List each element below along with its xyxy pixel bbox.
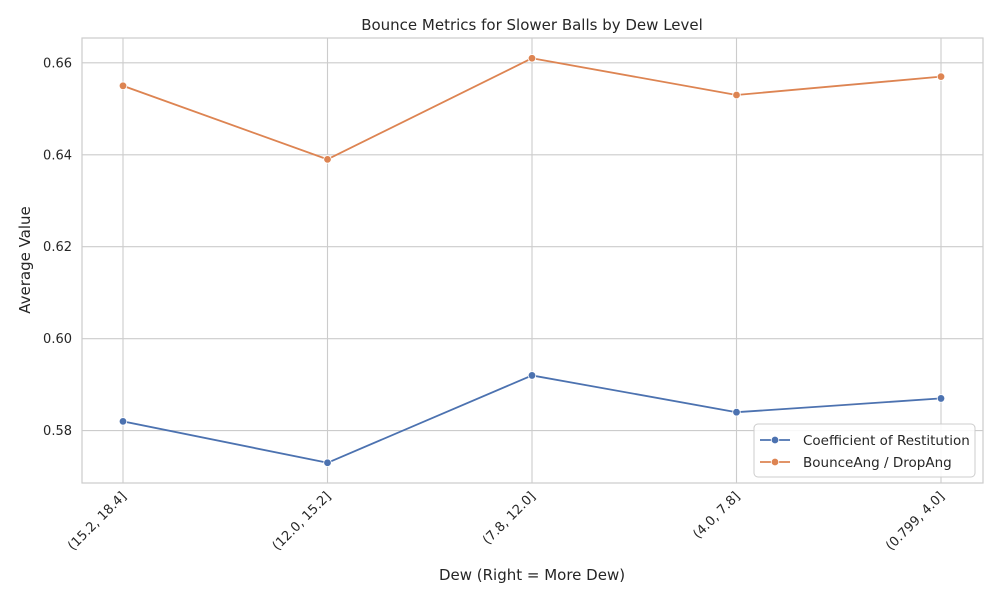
- legend-label: BounceAng / DropAng: [803, 455, 952, 471]
- data-point: [732, 90, 741, 100]
- x-tick-label: (7.8, 12.0]: [480, 489, 539, 548]
- legend-swatch-marker: [770, 457, 780, 467]
- x-axis-title: Dew (Right = More Dew): [439, 566, 625, 584]
- data-point: [323, 155, 332, 164]
- x-tick-label: (15.2, 18.4]: [65, 489, 130, 554]
- y-axis-ticks: 0.58 0.60 0.62 0.64 0.66: [43, 56, 72, 439]
- data-point: [936, 72, 946, 81]
- chart-title: Bounce Metrics for Slower Balls by Dew L…: [361, 16, 703, 34]
- y-tick-label: 0.62: [43, 240, 72, 255]
- y-tick-label: 0.64: [43, 148, 72, 163]
- data-point: [323, 458, 332, 467]
- data-point: [732, 408, 741, 417]
- x-tick-label: (0.799, 4.0]: [883, 489, 948, 554]
- legend: Coefficient of Restitution BounceAng / Dr…: [753, 423, 976, 478]
- y-tick-label: 0.66: [43, 56, 72, 71]
- data-point: [118, 81, 128, 91]
- data-point: [527, 371, 537, 380]
- legend-swatch-marker: [770, 435, 780, 445]
- x-tick-label: (4.0, 7.8]: [690, 489, 743, 542]
- x-tick-label: (12.0, 15.2]: [270, 489, 335, 554]
- series: [118, 54, 946, 467]
- legend-label: Coefficient of Restitution: [803, 433, 970, 449]
- grid: [82, 38, 983, 483]
- data-point: [527, 54, 537, 63]
- x-axis-ticks: (15.2, 18.4] (12.0, 15.2] (7.8, 12.0] (4.0,…: [65, 489, 948, 554]
- legend-box: [753, 423, 976, 478]
- y-axis-title: Average Value: [16, 206, 34, 314]
- y-tick-label: 0.58: [43, 424, 72, 439]
- data-point: [936, 394, 946, 403]
- plot-frame: [81, 37, 984, 484]
- y-tick-label: 0.60: [43, 332, 72, 347]
- data-point: [118, 417, 128, 426]
